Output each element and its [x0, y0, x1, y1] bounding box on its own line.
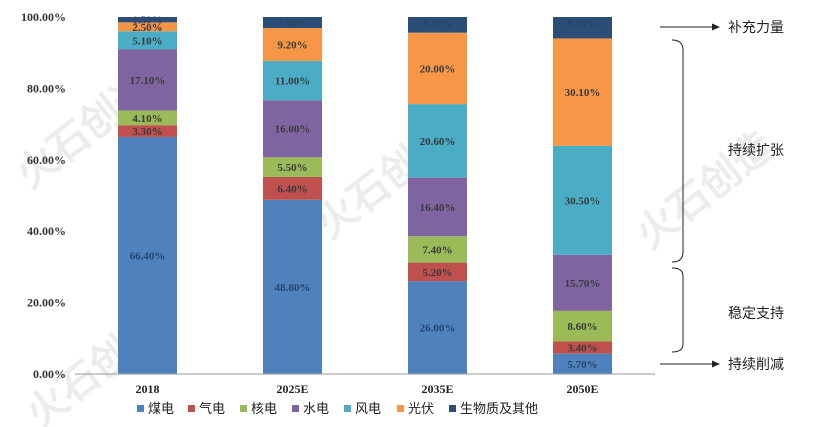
data-label: 16.00% [275, 124, 311, 136]
bar-segment [118, 22, 177, 32]
data-label: 2.50% [132, 22, 162, 34]
legend-label: 核电 [251, 402, 277, 417]
bar-segment [408, 281, 467, 374]
data-label: 30.10% [565, 87, 601, 99]
bracket-expansion [671, 39, 684, 263]
bar-segment [263, 176, 322, 200]
data-label: 9.20% [277, 39, 307, 51]
data-label: 66.40% [130, 250, 166, 262]
data-label: 20.00% [420, 63, 456, 75]
bar-segment [263, 17, 322, 29]
data-label: 26.00% [420, 323, 456, 335]
data-label: 7.40% [422, 244, 452, 256]
bars: 66.40% 3.30%4.10% 17.10% 5.10%2.50%1.50% 48.… [118, 15, 612, 374]
data-label: 3.30% [132, 126, 162, 138]
y-tick-label: 0.00% [33, 367, 66, 381]
bar-segment [408, 262, 467, 282]
bar-segment [553, 254, 612, 311]
bar-segment [408, 17, 467, 33]
legend: 煤电 气电 核电 水电 风电 光伏 生物质及其他 [137, 401, 538, 417]
bar-segment [118, 49, 177, 111]
bar-segment [408, 104, 467, 178]
bar-segment [553, 341, 612, 354]
data-label: 5.50% [277, 162, 307, 174]
legend-label: 生物质及其他 [460, 402, 538, 417]
bar-segment [118, 136, 177, 374]
bar-segment [118, 125, 177, 137]
data-label: 4.10% [132, 113, 162, 125]
legend-swatch [344, 405, 351, 412]
annotation-support: 稳定支持 [728, 306, 784, 322]
data-label: 48.80% [275, 282, 311, 294]
legend-swatch [449, 405, 456, 412]
data-label: 15.70% [565, 278, 601, 290]
data-label: 8.60% [567, 321, 597, 333]
y-tick-label: 80.00% [27, 81, 66, 95]
x-tick-label: 2025E [276, 382, 308, 396]
bar-segment [263, 100, 322, 158]
arrowhead-supplement [712, 23, 720, 31]
y-tick-label: 100.00% [21, 10, 66, 24]
x-axis: 2018 2025E 2035E 2050E [75, 373, 655, 396]
data-label: 5.20% [422, 267, 452, 279]
data-label: 3.40% [567, 343, 597, 355]
bar-segment [263, 199, 322, 374]
legend-label: 气电 [199, 401, 225, 417]
bar-segment [408, 177, 467, 237]
annotation-reduction: 持续削减 [728, 356, 784, 373]
bar-segment [553, 353, 612, 374]
y-tick-label: 20.00% [27, 296, 66, 310]
y-axis: 0.00% 20.00% 40.00% 60.00% 80.00% 100.00% [21, 10, 66, 381]
data-label: 1.50% [132, 15, 162, 27]
arrowhead-reduction [712, 360, 720, 368]
data-label: 3.10% [277, 18, 307, 30]
legend-swatch [292, 405, 299, 412]
bar-segment [553, 145, 612, 255]
legend-label: 水电 [303, 402, 329, 417]
legend-swatch [240, 405, 247, 412]
legend-swatch [137, 405, 144, 412]
data-label: 30.50% [565, 195, 601, 207]
legend-label: 光伏 [408, 402, 434, 417]
bar-segment [118, 31, 177, 50]
legend-label: 风电 [355, 402, 381, 417]
bar-segment [408, 236, 467, 263]
data-label: 6.00% [567, 18, 597, 30]
legend-swatch [397, 405, 404, 412]
data-label: 5.70% [567, 359, 597, 371]
data-label: 17.10% [130, 75, 166, 87]
y-tick-label: 60.00% [27, 153, 66, 167]
bar-segment [553, 38, 612, 146]
data-label: 20.60% [420, 136, 456, 148]
bar-segment [408, 32, 467, 105]
annotation-supplement: 补充力量 [728, 20, 784, 36]
bar-segment [118, 110, 177, 126]
bar-segment [553, 310, 612, 342]
x-tick-label: 2018 [136, 382, 160, 396]
x-tick-label: 2050E [566, 382, 598, 396]
bracket-support [671, 267, 684, 353]
bar-segment [263, 157, 322, 177]
data-label: 4.40% [422, 18, 452, 30]
bar-segment [118, 17, 177, 23]
annotations: 补充力量 持续扩张 稳定支持 持续削减 [660, 20, 784, 373]
bar-segment [263, 28, 322, 61]
x-tick-label: 2035E [421, 382, 453, 396]
bar-segment [553, 17, 612, 39]
legend-label: 煤电 [148, 402, 174, 417]
data-label: 16.40% [420, 202, 456, 214]
bar-segment [263, 60, 322, 101]
data-label: 6.40% [277, 183, 307, 195]
data-label: 11.00% [275, 76, 310, 88]
data-label: 5.10% [132, 35, 162, 47]
annotation-expansion: 持续扩张 [728, 142, 784, 159]
y-tick-label: 40.00% [27, 224, 66, 238]
legend-swatch [188, 405, 195, 412]
